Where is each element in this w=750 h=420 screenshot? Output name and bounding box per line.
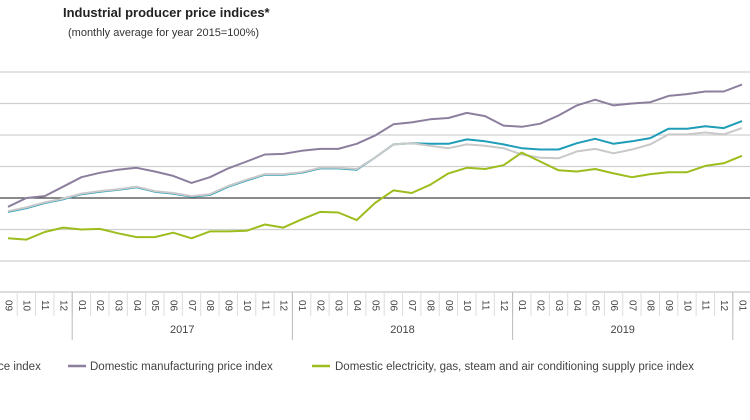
x-tick-label: 07	[406, 300, 417, 312]
x-tick-label: 09	[663, 300, 674, 312]
x-tick-label: 06	[388, 300, 399, 312]
legend-label: ce index	[0, 361, 41, 373]
x-tick-label: 08	[204, 300, 215, 312]
x-tick-label: 04	[351, 300, 362, 312]
x-tick-label: 07	[186, 300, 197, 312]
x-tick-label: 11	[39, 300, 50, 311]
chart-title: Industrial producer price indices*	[63, 5, 270, 20]
x-tick-label: 08	[645, 300, 656, 312]
x-tick-label: 10	[21, 300, 32, 312]
x-tick-label: 12	[278, 300, 289, 312]
x-tick-label: 12	[498, 300, 509, 312]
x-tick-label: 04	[131, 300, 142, 312]
x-tick-label: 02	[314, 300, 325, 312]
year-label: 2017	[170, 324, 194, 336]
series-line-3	[7, 151, 743, 241]
x-tick-label: 11	[479, 300, 490, 311]
x-tick-label: 06	[168, 300, 179, 312]
x-tick-label: 09	[223, 300, 234, 312]
x-tick-label: 11	[700, 300, 711, 311]
x-tick-label: 01	[76, 300, 87, 312]
x-tick-label: 10	[681, 300, 692, 312]
x-tick-label: 03	[112, 300, 123, 312]
legend-label: Domestic electricity, gas, steam and air…	[335, 361, 694, 373]
x-tick-label: 05	[369, 300, 380, 312]
x-tick-label: 01	[736, 300, 747, 312]
x-tick-label: 12	[718, 300, 729, 312]
x-tick-label: 07	[626, 300, 637, 312]
x-tick-label: 12	[57, 300, 68, 312]
legend-label: Domestic manufacturing price index	[90, 361, 273, 373]
x-tick-label: 04	[571, 300, 582, 312]
x-tick-label: 03	[553, 300, 564, 312]
x-tick-label: 03	[333, 300, 344, 312]
x-tick-label: 02	[535, 300, 546, 312]
year-label: 2019	[610, 324, 634, 336]
x-tick-label: 01	[296, 300, 307, 312]
x-tick-label: 08	[424, 300, 435, 312]
x-tick-label: 11	[259, 300, 270, 311]
x-tick-label: 05	[149, 300, 160, 312]
x-tick-label: 01	[516, 300, 527, 312]
x-tick-label: 10	[241, 300, 252, 312]
year-label: 2018	[390, 324, 414, 336]
x-tick-label: 02	[94, 300, 105, 312]
chart-subtitle: (monthly average for year 2015=100%)	[68, 27, 260, 39]
x-tick-label: 09	[2, 300, 13, 312]
x-tick-label: 10	[461, 300, 472, 312]
x-tick-label: 09	[443, 300, 454, 312]
x-tick-label: 06	[608, 300, 619, 312]
x-tick-label: 05	[590, 300, 601, 312]
